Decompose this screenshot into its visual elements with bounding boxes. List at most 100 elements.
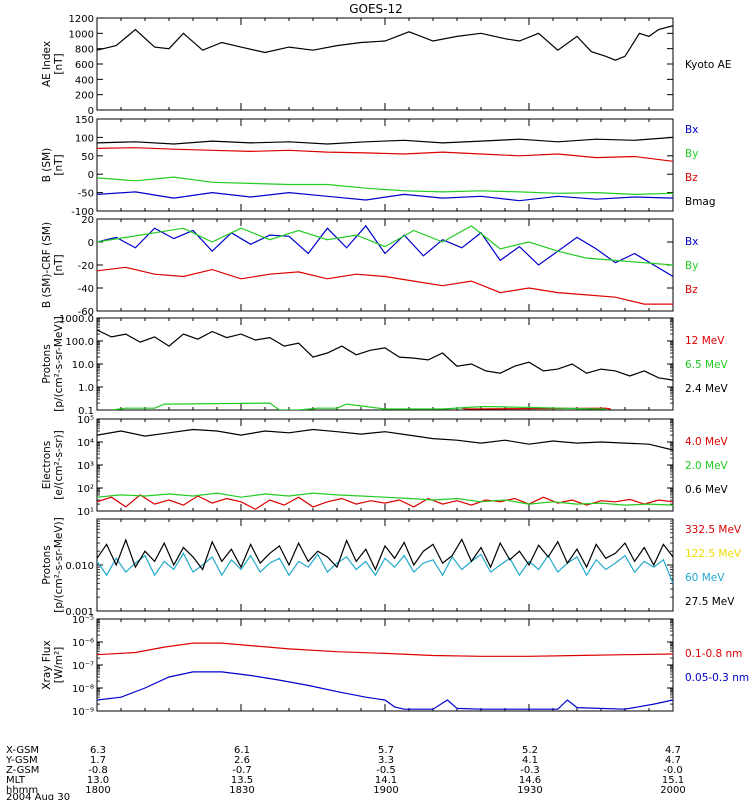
panel-4: 0.1 1.0 10.0 100.0 1000.0 Protons [p/(cm²-s-sr… (41, 314, 729, 417)
footer-value: 1.7 (90, 755, 106, 766)
footer-value: 1830 (229, 785, 254, 796)
y-axis-label: Protons (41, 344, 53, 383)
y-axis-label: Electrons (41, 441, 53, 490)
panel-frame (96, 618, 674, 712)
series-line-bx (97, 191, 673, 202)
series-line-4-0-mev (97, 494, 673, 510)
y-tick-label: 1000 (69, 29, 94, 40)
series-line-bz (97, 147, 673, 162)
y-tick-label: -50 (78, 189, 94, 200)
footer-value: 4.7 (665, 745, 681, 756)
footer-label-zgsm: Z-GSM (6, 765, 39, 776)
y-tick-label: 0 (88, 238, 94, 249)
y-tick-label: -20 (78, 261, 94, 272)
panel-6: 0.001 0.010 Protons [p/(cm²-s-sr-MeV)] 332.5… (41, 517, 742, 618)
series-line-by (97, 225, 673, 266)
footer-value: 14.1 (375, 775, 397, 786)
panel-5: 10¹ 10² 10³ 10⁴ 10⁵ Electrons [e/(cm²-s-sr)] 4.… (41, 415, 729, 518)
panel-frame (96, 317, 674, 411)
legend-0-6-mev: 0.6 MeV (685, 484, 729, 496)
footer-value: 6.3 (90, 745, 106, 756)
y-axis-unit: [nT] (53, 254, 65, 275)
y-tick-label: -40 (78, 284, 94, 295)
y-axis-unit: [W/m²] (53, 647, 65, 684)
y-tick-label: 50 (81, 152, 94, 163)
legend-0-1-0-8-nm: 0.1-0.8 nm (685, 648, 742, 660)
y-axis-label: Protons (41, 545, 53, 584)
legend-2-4-mev: 2.4 MeV (685, 383, 729, 395)
y-tick-label: 0 (88, 170, 94, 181)
legend-4-0-mev: 4.0 MeV (685, 436, 729, 448)
footer-value: 1900 (373, 785, 398, 796)
footer-value: -0.5 (376, 765, 396, 776)
footer-value: 1800 (85, 785, 110, 796)
y-tick-label: 1200 (69, 14, 94, 25)
y-axis-label: Xray Flux (41, 640, 53, 689)
series-line-6-5-mev (111, 402, 606, 410)
legend-by: By (685, 260, 698, 272)
series-line-kyoto-ae (97, 25, 673, 61)
y-tick-label: 100.0 (65, 337, 94, 348)
panel-2: -100 -50 0 50 100 150 B (SM) [nT] Bx By Bz Bmag (41, 115, 716, 218)
y-tick-label: 20 (81, 215, 94, 226)
footer-value: -0.8 (88, 765, 108, 776)
series-line-60-mev (97, 552, 673, 584)
y-tick-label: -60 (78, 307, 94, 318)
y-tick-label: 0.001 (65, 607, 94, 618)
footer-value: 4.7 (665, 755, 681, 766)
legend-bx: Bx (685, 124, 698, 136)
y-tick-label: 10¹ (77, 507, 94, 518)
footer-value: -0.0 (663, 765, 683, 776)
y-tick-label: 10⁻⁸ (72, 684, 94, 695)
series-line-2-0-mev (97, 492, 673, 506)
legend-bx: Bx (685, 236, 698, 248)
footer-value: 5.2 (522, 745, 538, 756)
footer-value: 2.6 (234, 755, 250, 766)
footer-value: 4.1 (522, 755, 538, 766)
y-axis-unit: [nT] (53, 53, 65, 74)
panel-frame (96, 17, 674, 111)
footer-value: 14.6 (519, 775, 541, 786)
series-line-0-05-0-3-nm (97, 671, 673, 710)
footer-label-mlt: MLT (6, 775, 26, 786)
footer-value: 3.3 (378, 755, 394, 766)
y-tick-label: -100 (71, 207, 94, 218)
panel-frame (96, 518, 674, 612)
y-tick-label: 10² (77, 484, 94, 495)
legend-2-0-mev: 2.0 MeV (685, 460, 729, 472)
y-axis-unit: [nT] (53, 154, 65, 175)
y-axis-label: AE Index (41, 41, 53, 87)
series-line-0-6-mev (97, 428, 673, 451)
y-tick-label: 10⁻⁵ (72, 615, 94, 626)
y-tick-label: 10.0 (72, 360, 94, 371)
legend-by: By (685, 148, 698, 160)
y-tick-label: 10⁻⁶ (72, 638, 94, 649)
y-tick-label: 1.0 (78, 383, 94, 394)
y-axis-unit: [e/(cm²-s-sr)] (53, 430, 65, 499)
legend-bmag: Bmag (685, 196, 716, 208)
legend-bz: Bz (685, 172, 698, 184)
y-tick-label: 800 (75, 45, 94, 56)
legend-12-mev: 12 MeV (685, 335, 725, 347)
footer-value: 6.1 (234, 745, 250, 756)
series-line-bz (97, 266, 673, 305)
y-tick-label: 10⁵ (77, 415, 94, 426)
y-tick-label: 10⁻⁷ (72, 661, 94, 672)
figure-title: GOES-12 (349, 2, 403, 16)
y-axis-label: B (SM) (41, 148, 53, 182)
legend-60-mev: 60 MeV (685, 572, 725, 584)
footer-value: -0.3 (520, 765, 540, 776)
y-tick-label: 1000.0 (59, 314, 94, 325)
panel-frame (96, 218, 674, 312)
footer-value: 1930 (517, 785, 542, 796)
y-tick-label: 0.1 (78, 406, 94, 417)
footer-label-ygsm: Y-GSM (5, 755, 38, 766)
series-line-2-4-mev (97, 329, 673, 381)
y-tick-label: 200 (75, 91, 94, 102)
y-axis-unit: [p/(cm²-s-sr-MeV)] (53, 316, 65, 411)
legend-122-5-mev: 122.5 MeV (685, 548, 742, 560)
y-tick-label: 400 (75, 75, 94, 86)
legend-kyoto-ae: Kyoto AE (685, 59, 731, 71)
